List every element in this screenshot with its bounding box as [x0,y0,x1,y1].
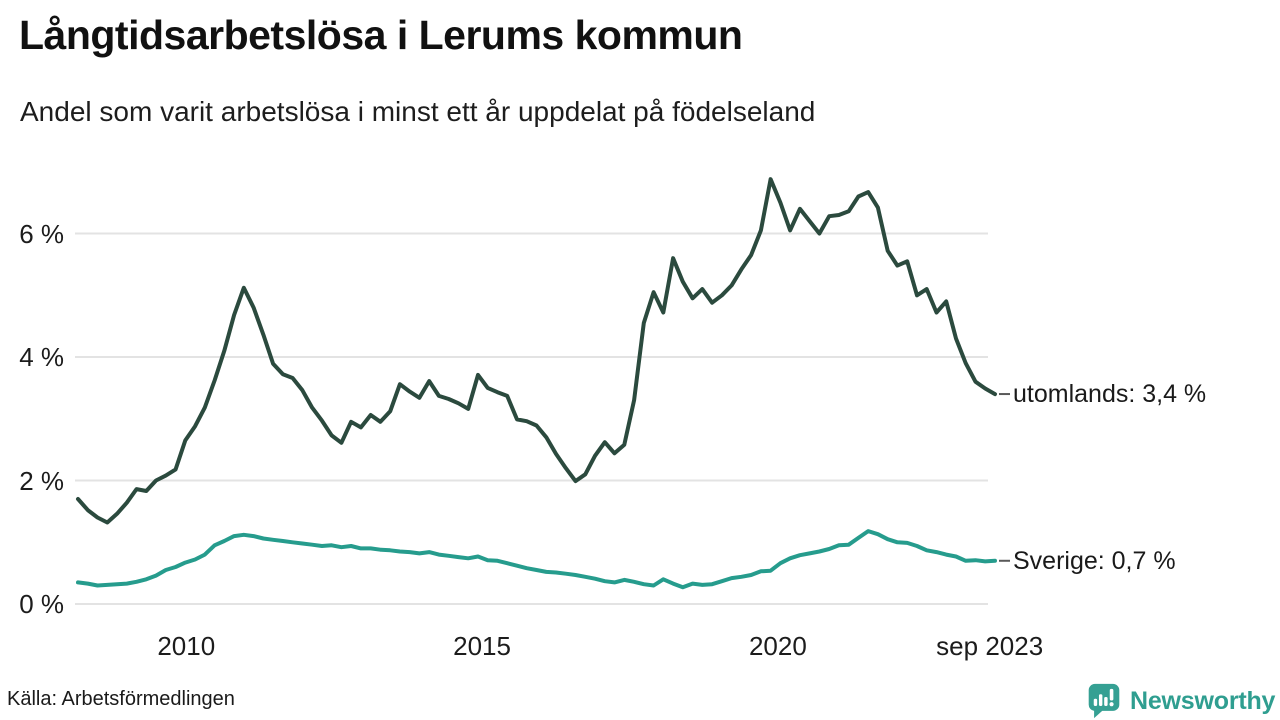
y-tick-label: 4 % [19,342,64,372]
page-title: Långtidsarbetslösa i Lerums kommun [19,12,743,58]
series-label-utomlands: utomlands: 3,4 % [1013,380,1207,409]
chart-bubble-icon [1088,683,1120,719]
x-tick-label: 2015 [453,631,511,661]
chart-subtitle: Andel som varit arbetslösa i minst ett å… [20,96,816,127]
y-tick-label: 0 % [19,589,64,619]
x-tick-label: 2010 [157,631,216,661]
x-tick-label: 2020 [748,631,807,661]
source-note: Källa: Arbetsförmedlingen [7,688,235,710]
series-label-sverige: Sverige: 0,7 % [1013,546,1176,575]
newsworthy-logo: Newsworthy [1086,682,1275,720]
brand-name: Newsworthy [1130,686,1276,715]
y-tick-label: 2 % [19,465,64,496]
y-tick-label: 6 % [19,218,64,249]
x-tick-label: sep 2023 [936,631,1044,661]
